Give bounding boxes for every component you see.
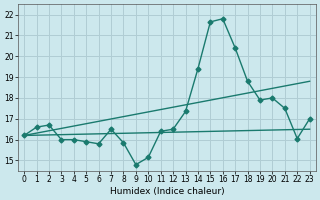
X-axis label: Humidex (Indice chaleur): Humidex (Indice chaleur) — [109, 187, 224, 196]
